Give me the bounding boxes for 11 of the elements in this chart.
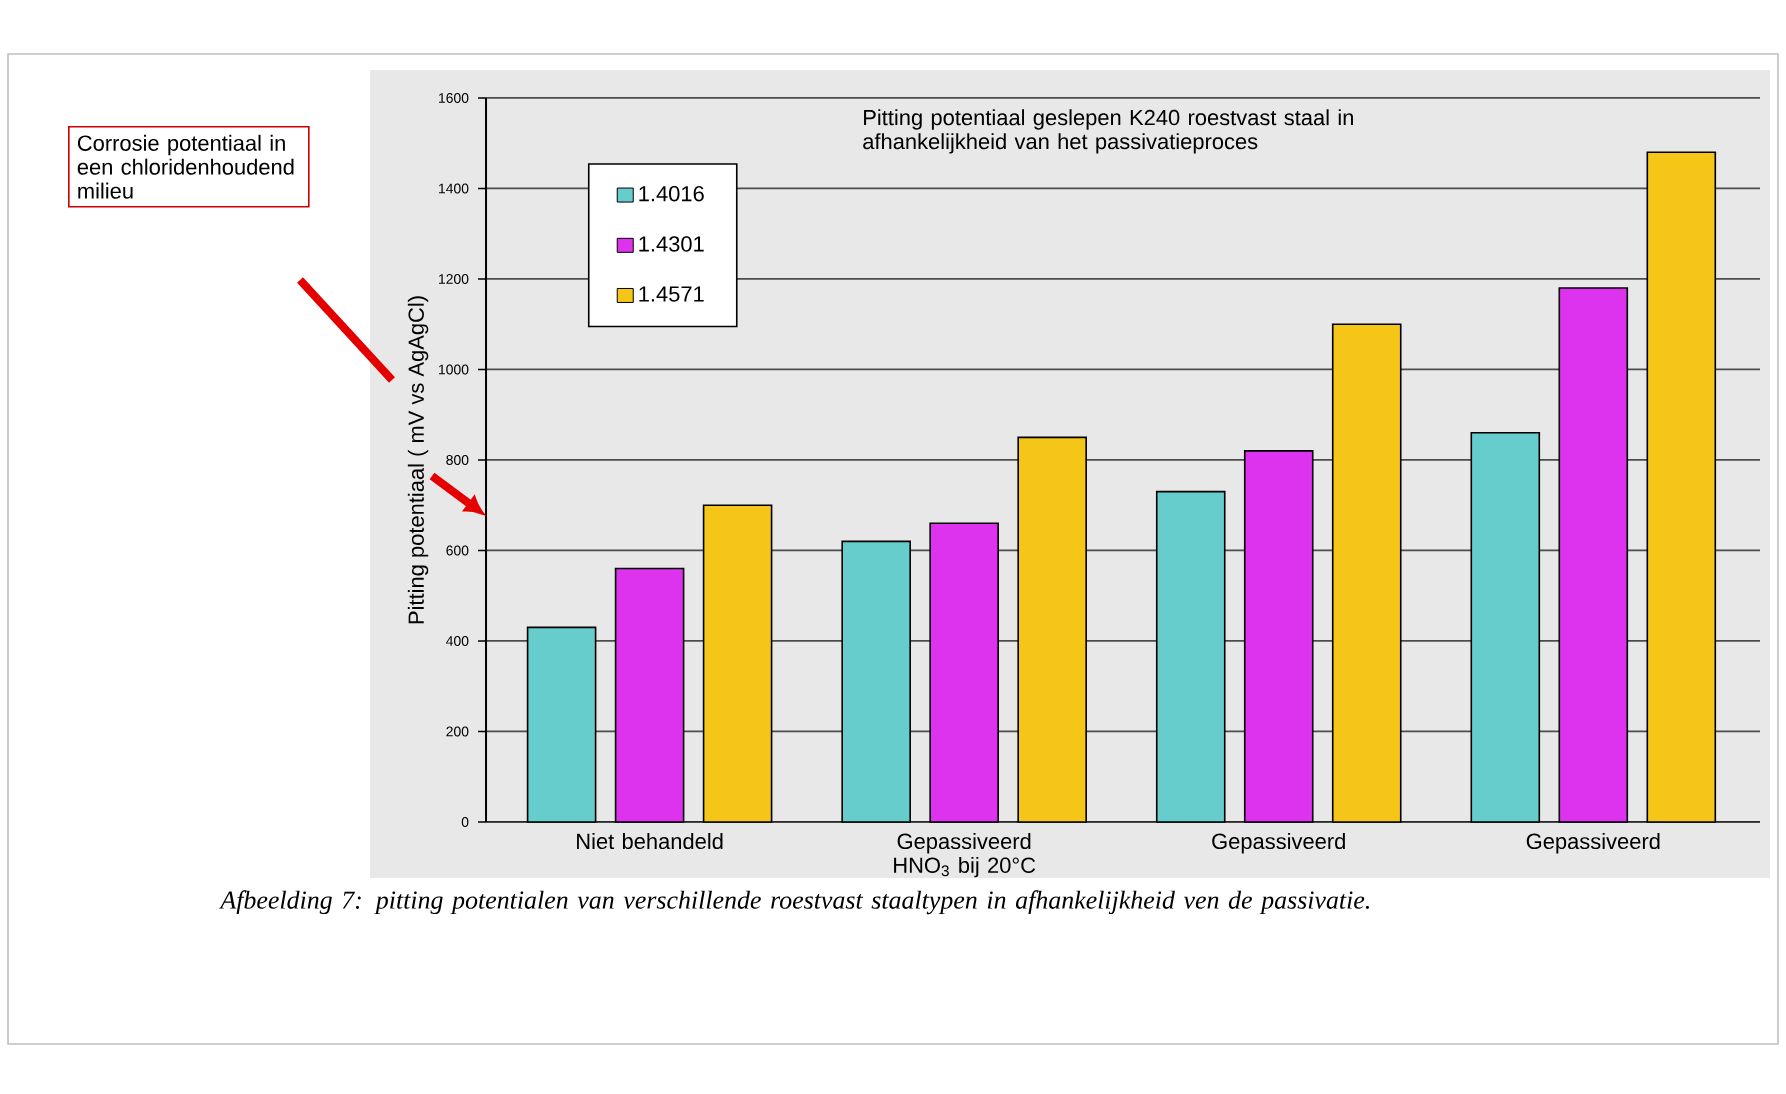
x-tick-label: Gepassiveerd HNO$_{3}$ bij 20°C (894, 833, 1036, 878)
text: Pitting potentiaal geslepen K240 roestvast staal in afhankelijkheid van het passivatieproces (863, 109, 1353, 154)
text: Afbeelding 7: pitting potentialen van verschillende roestvast staaltypen in afhankelijkheid ven de passivatie. (219, 890, 1369, 915)
legend-label: 1.4571 (639, 286, 704, 302)
x-tick-label: Gepassiveerd (1526, 833, 1660, 854)
text: Corrosie potentiaal in een chloridenhoudend milieu (77, 134, 294, 199)
y-axis-title: Pitting potentiaal ( mV vs AgAgCl) (407, 296, 429, 624)
x-tick-label: Gepassiveerd (1212, 833, 1345, 854)
legend-label: 1.4301 (639, 236, 704, 252)
x-tick-label: Niet behandeld (577, 833, 723, 850)
legend-label: 1.4016 (639, 185, 704, 202)
